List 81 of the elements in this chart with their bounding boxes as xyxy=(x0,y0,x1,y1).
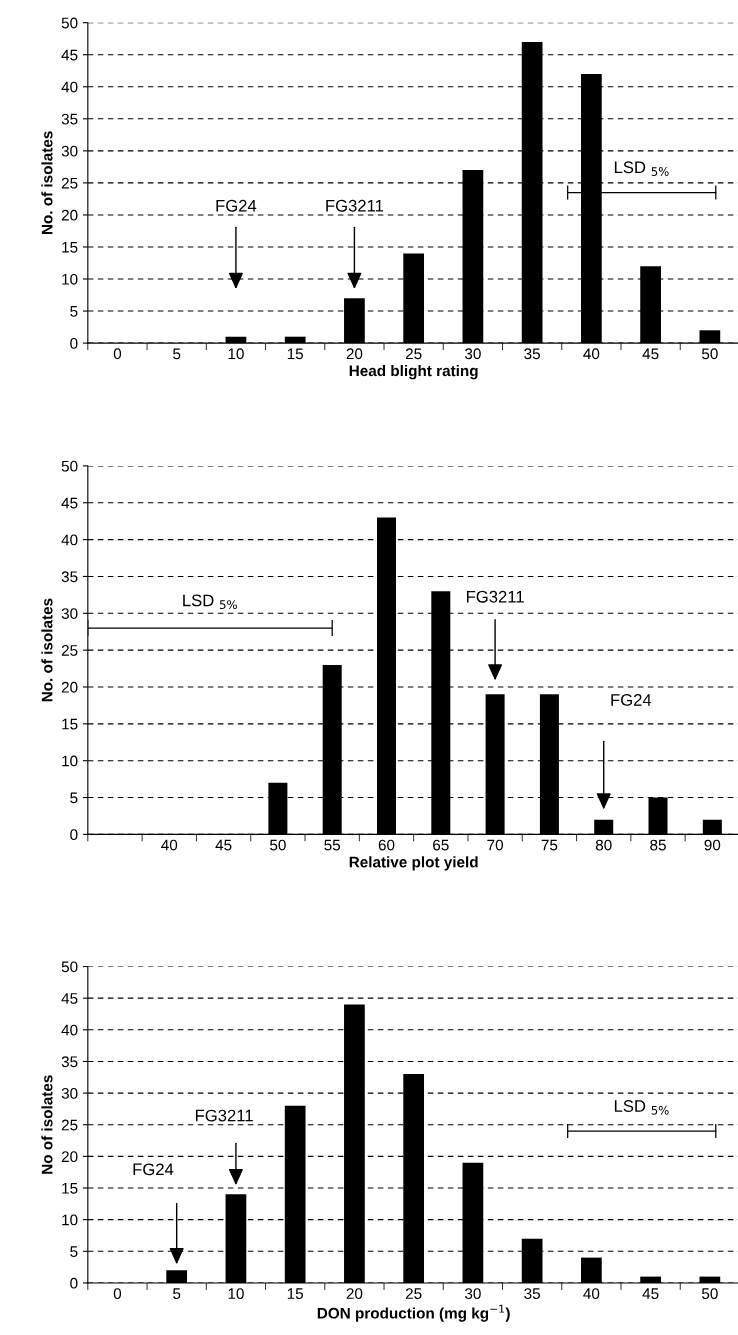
y-axis-title: No. of isolates xyxy=(41,131,53,235)
annotation: FG24 xyxy=(133,1163,174,1176)
x-axis-title: Head blight rating xyxy=(349,364,478,380)
annotation: FG24 xyxy=(611,694,652,706)
y-tick-label: 20 xyxy=(61,1151,78,1163)
x-tick-label: 5 xyxy=(173,1288,181,1300)
y-tick-label: 30 xyxy=(61,608,78,619)
annotation: FG3211 xyxy=(326,199,384,212)
x-tick-label: 50 xyxy=(701,348,718,360)
y-tick-label: 30 xyxy=(61,1087,78,1099)
y-tick-label: 20 xyxy=(61,681,78,693)
y-axis-title: No. of isolates xyxy=(41,598,53,702)
x-tick-label: 25 xyxy=(405,1288,422,1300)
x-tick-label: 10 xyxy=(228,1288,244,1300)
y-tick-label: 35 xyxy=(61,113,78,125)
x-tick-label: 80 xyxy=(595,839,612,851)
x-tick-label: 25 xyxy=(405,348,422,360)
annotation: LSD $_{5%}$ xyxy=(614,161,669,176)
y-tick-label: 40 xyxy=(61,1024,78,1036)
x-tick-label: 50 xyxy=(701,1288,718,1300)
annotation: FG24 xyxy=(216,199,257,212)
x-tick-label: 60 xyxy=(378,839,395,851)
x-tick-label: 5 xyxy=(173,348,181,360)
x-tick-label: 0 xyxy=(113,1288,122,1300)
y-tick-label: 50 xyxy=(61,961,78,973)
y-tick-label: 40 xyxy=(61,81,78,93)
x-tick-label: 40 xyxy=(583,1288,600,1300)
x-tick-label: 90 xyxy=(704,839,721,851)
x-tick-label: 30 xyxy=(464,348,481,360)
y-tick-label: 20 xyxy=(61,209,78,221)
y-tick-label: 45 xyxy=(61,49,78,61)
x-tick-label: 55 xyxy=(324,839,341,851)
x-tick-label: 20 xyxy=(346,1288,363,1300)
y-tick-label: 5 xyxy=(70,1246,78,1257)
annotation: FG3211 xyxy=(195,1109,253,1122)
x-tick-label: 10 xyxy=(228,348,244,360)
y-tick-label: 25 xyxy=(61,1119,78,1131)
y-tick-label: 5 xyxy=(70,306,78,317)
x-tick-label: 0 xyxy=(113,348,122,360)
x-tick-label: 70 xyxy=(487,839,504,851)
y-tick-label: 10 xyxy=(62,1214,78,1226)
x-tick-label: 85 xyxy=(650,839,666,851)
y-tick-label: 10 xyxy=(62,755,78,767)
y-tick-label: 15 xyxy=(62,242,78,253)
y-axis-title: No of isolates xyxy=(41,1075,53,1174)
x-tick-label: 45 xyxy=(642,348,659,360)
x-tick-label: 45 xyxy=(215,839,232,851)
y-tick-label: 15 xyxy=(62,1183,78,1194)
y-tick-label: 0 xyxy=(70,829,78,841)
y-tick-label: 0 xyxy=(70,1277,78,1289)
x-tick-label: 35 xyxy=(524,1288,540,1300)
y-tick-label: 45 xyxy=(61,993,78,1004)
y-tick-label: 35 xyxy=(61,571,78,583)
x-tick-label: 15 xyxy=(287,1288,304,1300)
x-tick-label: 15 xyxy=(287,348,304,360)
annotation: LSD $_{5%}$ xyxy=(183,594,237,610)
x-axis-title: DON production (mg kg$^{−1}$) xyxy=(317,1304,510,1322)
y-tick-label: 45 xyxy=(61,497,78,509)
x-tick-label: 65 xyxy=(433,839,449,851)
annotation: FG3211 xyxy=(466,590,524,603)
y-tick-label: 50 xyxy=(61,460,78,472)
y-tick-label: 35 xyxy=(61,1056,78,1068)
y-tick-label: 30 xyxy=(61,145,78,157)
y-tick-label: 10 xyxy=(62,273,78,285)
y-tick-label: 0 xyxy=(70,337,78,349)
x-tick-label: 35 xyxy=(524,348,540,360)
y-tick-label: 50 xyxy=(61,17,78,29)
x-tick-label: 20 xyxy=(346,348,363,360)
y-tick-label: 25 xyxy=(61,645,78,656)
x-tick-label: 30 xyxy=(464,1288,481,1300)
x-axis-title: Relative plot yield xyxy=(349,856,478,871)
x-tick-label: 50 xyxy=(270,839,286,851)
x-tick-label: 75 xyxy=(541,839,558,851)
y-tick-label: 40 xyxy=(61,534,78,546)
annotation: LSD $_{5%}$ xyxy=(614,1100,669,1115)
y-tick-label: 5 xyxy=(70,792,78,804)
y-tick-label: 15 xyxy=(62,718,78,730)
x-tick-label: 40 xyxy=(161,839,178,851)
x-tick-label: 40 xyxy=(583,348,600,360)
x-tick-label: 45 xyxy=(642,1288,659,1300)
y-tick-label: 25 xyxy=(61,177,78,189)
